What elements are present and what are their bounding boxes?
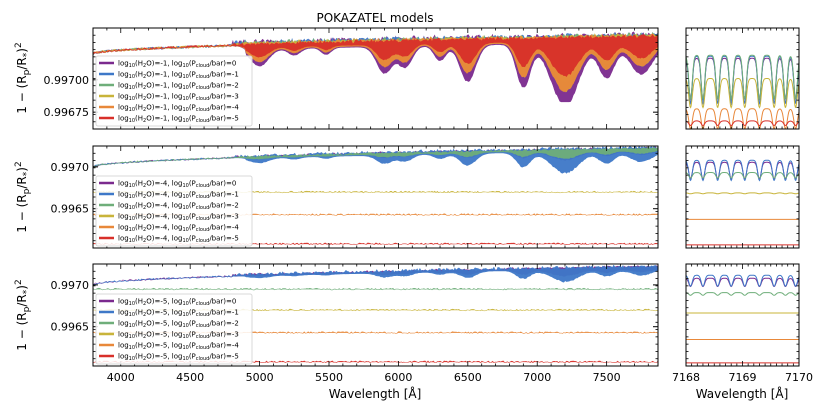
x-axis-label-zoom: Wavelength [Å] xyxy=(696,386,789,401)
legend-entry: log10(H2O)=-4, log10(Pcloud/bar)=-5 xyxy=(118,235,239,245)
legend-entry: log10(H2O)=-5, log10(Pcloud/bar)=-3 xyxy=(118,331,239,341)
figure-title: POKAZATEL models xyxy=(316,11,433,25)
x-tick-label: 5500 xyxy=(315,371,343,384)
zoom-x-tick-label: 7169 xyxy=(729,371,757,384)
legend-entry: log10(H2O)=-4, log10(Pcloud/bar)=-3 xyxy=(118,213,239,223)
legend-entry: log10(H2O)=-4, log10(Pcloud/bar)=-1 xyxy=(118,191,239,201)
zoom-line-3-series-2 xyxy=(686,274,799,287)
legend-entry: log10(H2O)=-4, log10(Pcloud/bar)=0 xyxy=(118,180,236,190)
x-tick-label: 4500 xyxy=(176,371,204,384)
y-tick-label: 0.9970 xyxy=(51,161,90,174)
x-tick-label: 5000 xyxy=(246,371,274,384)
legend-entry: log10(H2O)=-1, log10(Pcloud/bar)=-3 xyxy=(118,93,239,103)
x-tick-label: 4000 xyxy=(107,371,135,384)
x-tick-label: 6500 xyxy=(454,371,482,384)
legend-entry: log10(H2O)=-5, log10(Pcloud/bar)=-1 xyxy=(118,309,239,319)
zoom-line-1-series-3 xyxy=(686,54,799,101)
zoom-line-1-series-4 xyxy=(686,78,799,109)
y-axis-label-top: 1 − (Rp/R*)2 xyxy=(14,42,32,113)
legends: log10(H2O)=-1, log10(Pcloud/bar)=0log10(… xyxy=(95,55,253,365)
zoom-line-3-series-3 xyxy=(686,292,799,296)
zoom-x-tick-label: 7170 xyxy=(785,371,813,384)
zoom-line-2-series-4 xyxy=(686,192,799,195)
legend-entry: log10(H2O)=-1, log10(Pcloud/bar)=-1 xyxy=(118,71,239,81)
zoom-line-2-series-3 xyxy=(686,171,799,179)
axes-frames: 0.99675 0.99700 0.9965 0.9970 0.9965 0.9970 40… xyxy=(44,27,813,384)
x-axis-label-main: Wavelength [Å] xyxy=(329,386,422,401)
legend-box-3 xyxy=(95,293,253,365)
spectrum-3-series-3 xyxy=(93,287,658,291)
y-axis-label-middle: 1 − (Rp/R*)2 xyxy=(14,161,32,232)
y-tick-label: 0.99700 xyxy=(44,74,90,87)
legend-entry: log10(H2O)=-1, log10(Pcloud/bar)=-2 xyxy=(118,82,239,92)
spectrum-3-series-2 xyxy=(93,264,658,286)
spectrum-2-series-3 xyxy=(93,147,658,168)
zoom-panel-h2o-minus5 xyxy=(686,274,799,364)
y-tick-label: 0.9965 xyxy=(51,203,90,216)
legend-entry: log10(H2O)=-5, log10(Pcloud/bar)=-2 xyxy=(118,320,239,330)
zoom-line-2-series-2 xyxy=(686,159,799,182)
y-tick-label: 0.99675 xyxy=(44,106,90,119)
panel-h2o-minus1-spectra xyxy=(93,31,658,103)
legend-entry: log10(H2O)=-1, log10(Pcloud/bar)=-5 xyxy=(118,115,239,125)
legend-box-2 xyxy=(95,175,253,247)
legend-entry: log10(H2O)=-4, log10(Pcloud/bar)=-2 xyxy=(118,202,239,212)
legend-entry: log10(H2O)=-5, log10(Pcloud/bar)=0 xyxy=(118,298,236,308)
spectrum-2-series-4 xyxy=(93,190,658,194)
y-tick-label: 0.9970 xyxy=(51,279,90,292)
zoom-panel-h2o-minus1 xyxy=(686,54,799,129)
legend-box-1 xyxy=(95,55,253,127)
legend-entry: log10(H2O)=-5, log10(Pcloud/bar)=-4 xyxy=(118,342,239,352)
axes-frame-zoom-2 xyxy=(685,145,800,249)
x-tick-label: 7000 xyxy=(523,371,551,384)
y-tick-label: 0.9965 xyxy=(51,321,90,334)
x-tick-label: 7500 xyxy=(593,371,621,384)
legend-entry: log10(H2O)=-1, log10(Pcloud/bar)=-4 xyxy=(118,104,239,114)
legend-entry: log10(H2O)=-4, log10(Pcloud/bar)=-4 xyxy=(118,224,239,234)
legend-entry: log10(H2O)=-1, log10(Pcloud/bar)=0 xyxy=(118,60,236,70)
spectrum-3-series-6 xyxy=(93,360,658,364)
legend-entry: log10(H2O)=-5, log10(Pcloud/bar)=-5 xyxy=(118,353,239,363)
y-axis-label-bottom: 1 − (Rp/R*)2 xyxy=(14,279,32,350)
x-tick-label: 6000 xyxy=(384,371,412,384)
zoom-line-1-series-5 xyxy=(686,108,799,129)
spectrum-3-series-5 xyxy=(93,331,658,334)
spectrum-1-series-6 xyxy=(93,34,658,77)
zoom-x-tick-label: 7168 xyxy=(672,371,700,384)
zoom-line-1-series-6 xyxy=(686,120,799,127)
spectrum-2-series-6 xyxy=(93,242,658,246)
zoom-panel-h2o-minus4 xyxy=(686,159,799,246)
